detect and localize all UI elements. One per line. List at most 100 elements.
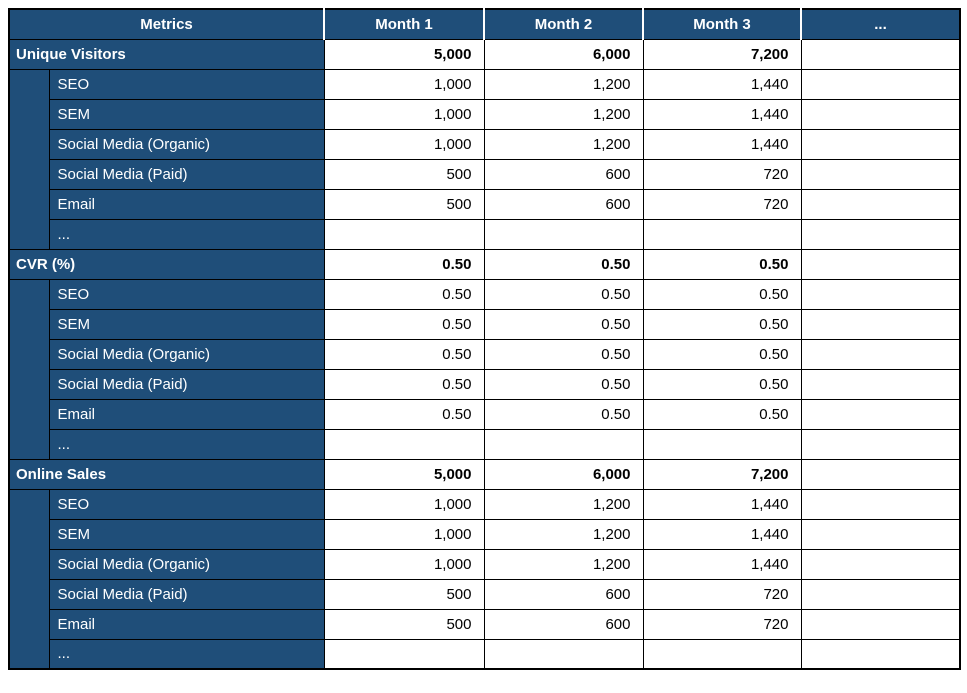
channel-row: Email 500 600 720	[9, 608, 961, 640]
channel-value-cell: 600	[483, 158, 644, 190]
empty-cell	[800, 158, 961, 190]
metric-value-cell: 7,200	[642, 458, 802, 490]
channel-value-cell: 1,200	[483, 548, 644, 580]
channel-value-cell: 0.50	[483, 368, 644, 400]
empty-cell	[800, 488, 961, 520]
channel-label: SEO	[48, 488, 325, 520]
metric-value-cell: 5,000	[323, 458, 485, 490]
channel-value-cell: 0.50	[642, 338, 802, 370]
empty-cell	[800, 98, 961, 130]
channel-row: SEM 1,000 1,200 1,440	[9, 518, 961, 550]
channel-row: Social Media (Paid) 500 600 720	[9, 158, 961, 190]
channel-row: SEM 1,000 1,200 1,440	[9, 98, 961, 130]
channel-value-cell: 500	[323, 578, 485, 610]
channel-label: SEO	[48, 278, 325, 310]
empty-cell	[800, 188, 961, 220]
empty-cell	[800, 638, 961, 670]
channel-value-cell: 1,200	[483, 488, 644, 520]
empty-cell	[483, 428, 644, 460]
channel-label: SEM	[48, 518, 325, 550]
channel-row: SEO 1,000 1,200 1,440	[8, 488, 961, 670]
column-header-ellipsis: ...	[800, 8, 961, 40]
channel-value-cell: 1,200	[483, 98, 644, 130]
empty-cell	[800, 218, 961, 250]
channel-value-cell: 1,440	[642, 488, 802, 520]
channel-value-cell: 0.50	[323, 368, 485, 400]
empty-cell	[800, 308, 961, 340]
channel-label: SEM	[48, 98, 325, 130]
empty-cell	[642, 428, 802, 460]
channel-row: SEO 0.50 0.50 0.50	[8, 278, 961, 460]
channel-value-cell: 500	[323, 158, 485, 190]
channel-value-cell: 1,440	[642, 548, 802, 580]
channel-value-cell: 1,000	[323, 98, 485, 130]
metric-value-cell: 6,000	[483, 458, 644, 490]
channel-row: Social Media (Organic) 1,000 1,200 1,440	[9, 128, 961, 160]
channel-value-cell: 600	[483, 578, 644, 610]
channel-value-cell: 720	[642, 188, 802, 220]
channel-value-cell: 0.50	[483, 338, 644, 370]
channel-value-cell: 1,440	[642, 518, 802, 550]
channel-value-cell: 0.50	[483, 278, 644, 310]
channel-label: SEO	[48, 68, 325, 100]
metric-value-cell: 0.50	[483, 248, 644, 280]
empty-cell	[800, 608, 961, 640]
channel-value-cell: 720	[642, 158, 802, 190]
metric-value-cell: 0.50	[642, 248, 802, 280]
channel-label: Social Media (Organic)	[48, 338, 325, 370]
channel-value-cell: 720	[642, 578, 802, 610]
channel-value-cell: 1,440	[642, 128, 802, 160]
channel-value-cell: 720	[642, 608, 802, 640]
header-row: Metrics Month 1 Month 2 Month 3 ...	[8, 8, 961, 40]
table-body: Unique Visitors 5,000 6,000 7,200 SEO 1,000 1,…	[8, 38, 961, 670]
channel-value-cell: 0.50	[483, 398, 644, 430]
channel-value-cell: 600	[483, 188, 644, 220]
channel-value-cell: 1,200	[483, 68, 644, 100]
channel-value-cell: 0.50	[323, 398, 485, 430]
channel-value-cell: 0.50	[323, 308, 485, 340]
column-header-month-3: Month 3	[642, 8, 802, 40]
channel-value-cell: 1,200	[483, 518, 644, 550]
channel-value-cell: 0.50	[642, 308, 802, 340]
channel-label: SEM	[48, 308, 325, 340]
channel-value-cell: 0.50	[642, 398, 802, 430]
empty-cell	[800, 128, 961, 160]
indent-cell	[8, 278, 50, 460]
metric-row: CVR (%) 0.50 0.50 0.50	[8, 248, 961, 280]
empty-cell	[483, 218, 644, 250]
metric-value-cell: 5,000	[323, 38, 485, 70]
metric-row: Unique Visitors 5,000 6,000 7,200	[8, 38, 961, 70]
empty-cell	[800, 548, 961, 580]
channel-row: Social Media (Paid) 500 600 720	[9, 578, 961, 610]
channel-value-cell: 1,440	[642, 68, 802, 100]
channel-value-cell: 0.50	[483, 308, 644, 340]
channel-row: SEO 1,000 1,200 1,440	[8, 68, 961, 250]
metric-label: Unique Visitors	[8, 38, 325, 70]
metric-value-cell: 7,200	[642, 38, 802, 70]
metrics-table: Metrics Month 1 Month 2 Month 3 ... Uniq…	[8, 8, 961, 670]
channel-row: Social Media (Paid) 0.50 0.50 0.50	[9, 368, 961, 400]
metric-value-cell: 0.50	[323, 248, 485, 280]
empty-cell	[800, 398, 961, 430]
channel-row: Email 500 600 720	[9, 188, 961, 220]
empty-cell	[800, 518, 961, 550]
channel-label: Email	[48, 398, 325, 430]
channel-value-cell: 0.50	[323, 278, 485, 310]
indent-cell	[8, 488, 50, 670]
channel-row: SEM 0.50 0.50 0.50	[9, 308, 961, 340]
empty-cell	[642, 638, 802, 670]
channel-label: ...	[48, 638, 325, 670]
channel-value-cell: 1,000	[323, 518, 485, 550]
channel-value-cell: 500	[323, 188, 485, 220]
channel-value-cell: 0.50	[323, 338, 485, 370]
metric-row: Online Sales 5,000 6,000 7,200	[8, 458, 961, 490]
empty-cell	[323, 638, 485, 670]
empty-cell	[800, 458, 961, 490]
empty-cell	[800, 428, 961, 460]
column-header-month-2: Month 2	[483, 8, 644, 40]
column-header-month-1: Month 1	[323, 8, 485, 40]
channel-value-cell: 600	[483, 608, 644, 640]
channel-label: Social Media (Organic)	[48, 548, 325, 580]
channel-row: Email 0.50 0.50 0.50	[9, 398, 961, 430]
channel-label: Social Media (Organic)	[48, 128, 325, 160]
